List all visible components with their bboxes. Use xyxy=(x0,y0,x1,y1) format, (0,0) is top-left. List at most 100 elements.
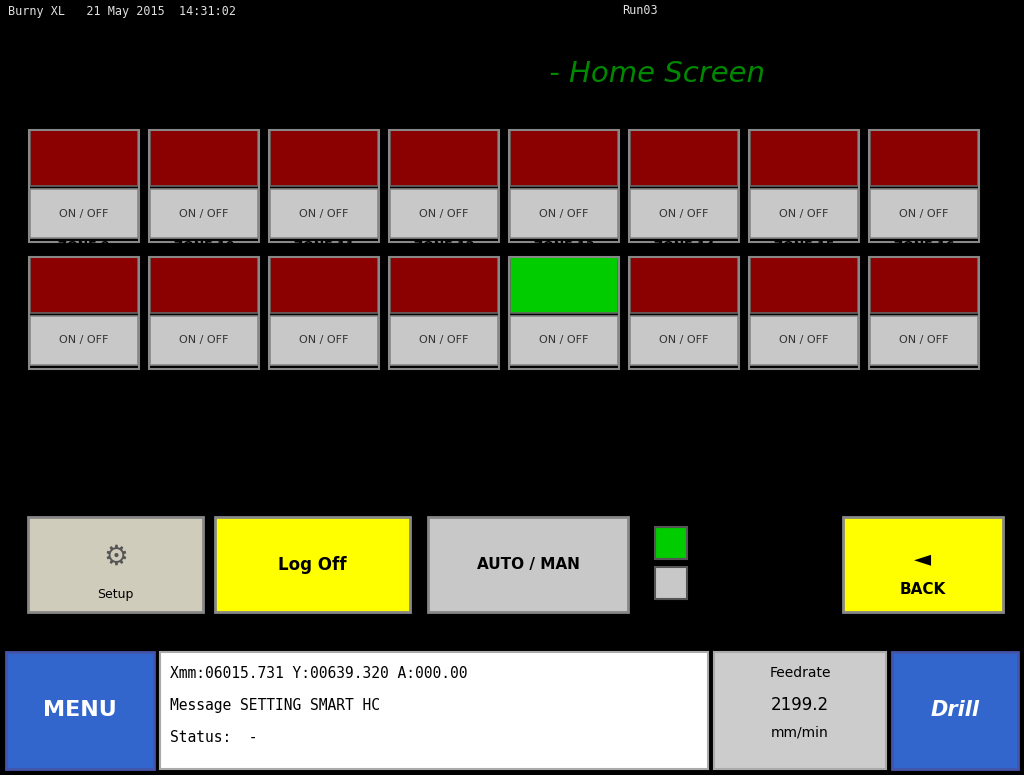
Text: ON / OFF: ON / OFF xyxy=(659,336,709,346)
Text: ON / OFF: ON / OFF xyxy=(179,336,228,346)
Bar xyxy=(150,130,258,186)
Text: ON / OFF: ON / OFF xyxy=(59,208,109,219)
Text: ZONE 6: ZONE 6 xyxy=(658,113,710,126)
Text: ZONE 16: ZONE 16 xyxy=(894,240,954,253)
Bar xyxy=(269,257,379,369)
Bar xyxy=(630,257,738,313)
Text: Burny XL   21 May 2015  14:31:02: Burny XL 21 May 2015 14:31:02 xyxy=(8,5,236,18)
Bar xyxy=(390,257,498,313)
Text: Feedrate: Feedrate xyxy=(769,666,830,680)
Text: MENU: MENU xyxy=(43,701,117,721)
Bar xyxy=(629,257,739,369)
Text: Message SETTING SMART HC: Message SETTING SMART HC xyxy=(170,698,380,713)
Bar xyxy=(389,257,499,369)
Bar xyxy=(390,189,498,238)
Bar xyxy=(29,257,139,369)
Bar xyxy=(510,130,618,186)
Text: ON / OFF: ON / OFF xyxy=(299,208,349,219)
Bar xyxy=(150,130,259,242)
Bar xyxy=(655,567,687,599)
Bar xyxy=(510,257,618,313)
Text: ZONE 9: ZONE 9 xyxy=(58,240,110,253)
Bar xyxy=(30,189,138,238)
Text: ⚙: ⚙ xyxy=(103,543,128,571)
Bar xyxy=(160,652,708,769)
Bar xyxy=(390,130,498,186)
Text: AUTO / MAN: AUTO / MAN xyxy=(476,557,580,572)
Bar xyxy=(750,257,858,313)
Text: BACK: BACK xyxy=(900,581,946,597)
Text: ZONE 8: ZONE 8 xyxy=(898,113,950,126)
Text: Xmm:06015.731 Y:00639.320 A:000.00: Xmm:06015.731 Y:00639.320 A:000.00 xyxy=(170,666,468,681)
Text: Drill: Drill xyxy=(931,701,980,721)
Bar xyxy=(714,652,886,769)
Bar xyxy=(870,189,978,238)
Bar xyxy=(150,189,258,238)
Bar xyxy=(510,316,618,365)
Bar xyxy=(30,257,138,313)
Text: ON / OFF: ON / OFF xyxy=(540,208,589,219)
Bar xyxy=(270,257,378,313)
Bar xyxy=(630,130,738,186)
Bar xyxy=(629,130,739,242)
Bar xyxy=(270,189,378,238)
Bar xyxy=(870,316,978,365)
Bar xyxy=(150,257,259,369)
Text: Run03: Run03 xyxy=(623,5,657,18)
Text: Status:  -: Status: - xyxy=(170,730,257,745)
Bar xyxy=(750,130,858,186)
Text: ZONE 1: ZONE 1 xyxy=(58,113,110,126)
Text: AUTO: AUTO xyxy=(697,534,753,552)
Text: ON / OFF: ON / OFF xyxy=(899,208,948,219)
Bar xyxy=(269,130,379,242)
Text: ZONE 2: ZONE 2 xyxy=(178,113,229,126)
Bar xyxy=(150,316,258,365)
Bar xyxy=(270,130,378,186)
Bar xyxy=(509,257,618,369)
Text: Log Off: Log Off xyxy=(279,556,347,574)
Text: Setup: Setup xyxy=(97,588,134,601)
Text: ZONE 4: ZONE 4 xyxy=(418,113,470,126)
Text: ON / OFF: ON / OFF xyxy=(779,336,828,346)
Bar xyxy=(6,652,154,769)
Text: ON / OFF: ON / OFF xyxy=(779,208,828,219)
Text: ON / OFF: ON / OFF xyxy=(419,208,469,219)
Bar xyxy=(390,316,498,365)
Text: ON / OFF: ON / OFF xyxy=(899,336,948,346)
Bar xyxy=(630,316,738,365)
Text: ZONE 7: ZONE 7 xyxy=(778,113,829,126)
Bar xyxy=(270,316,378,365)
Bar xyxy=(150,257,258,313)
Text: ◄: ◄ xyxy=(914,549,932,569)
Bar xyxy=(843,517,1002,612)
Text: PCS Downdraft Table Application: PCS Downdraft Table Application xyxy=(18,60,558,88)
Bar xyxy=(749,257,859,369)
Bar xyxy=(29,130,139,242)
Bar xyxy=(630,189,738,238)
Bar xyxy=(428,517,628,612)
Text: ZONE 3: ZONE 3 xyxy=(298,113,350,126)
Bar xyxy=(28,517,203,612)
Bar xyxy=(215,517,410,612)
Text: ON / OFF: ON / OFF xyxy=(179,208,228,219)
Bar xyxy=(510,189,618,238)
Text: ZONE 10: ZONE 10 xyxy=(174,240,234,253)
Text: ON / OFF: ON / OFF xyxy=(59,336,109,346)
Bar xyxy=(892,652,1018,769)
Bar xyxy=(509,130,618,242)
Bar xyxy=(870,257,978,313)
Text: ON / OFF: ON / OFF xyxy=(540,336,589,346)
Bar xyxy=(30,316,138,365)
Text: 2199.2: 2199.2 xyxy=(771,696,829,714)
Bar xyxy=(30,130,138,186)
Text: ZONE 13: ZONE 13 xyxy=(534,240,594,253)
Bar xyxy=(870,130,978,186)
Text: ZONE 12: ZONE 12 xyxy=(414,240,474,253)
Bar xyxy=(750,316,858,365)
Bar xyxy=(749,130,859,242)
Text: ON / OFF: ON / OFF xyxy=(299,336,349,346)
Bar xyxy=(389,130,499,242)
Text: ZONE 5: ZONE 5 xyxy=(539,113,590,126)
Text: ZONE 15: ZONE 15 xyxy=(774,240,835,253)
Text: ZONE 14: ZONE 14 xyxy=(653,240,715,253)
